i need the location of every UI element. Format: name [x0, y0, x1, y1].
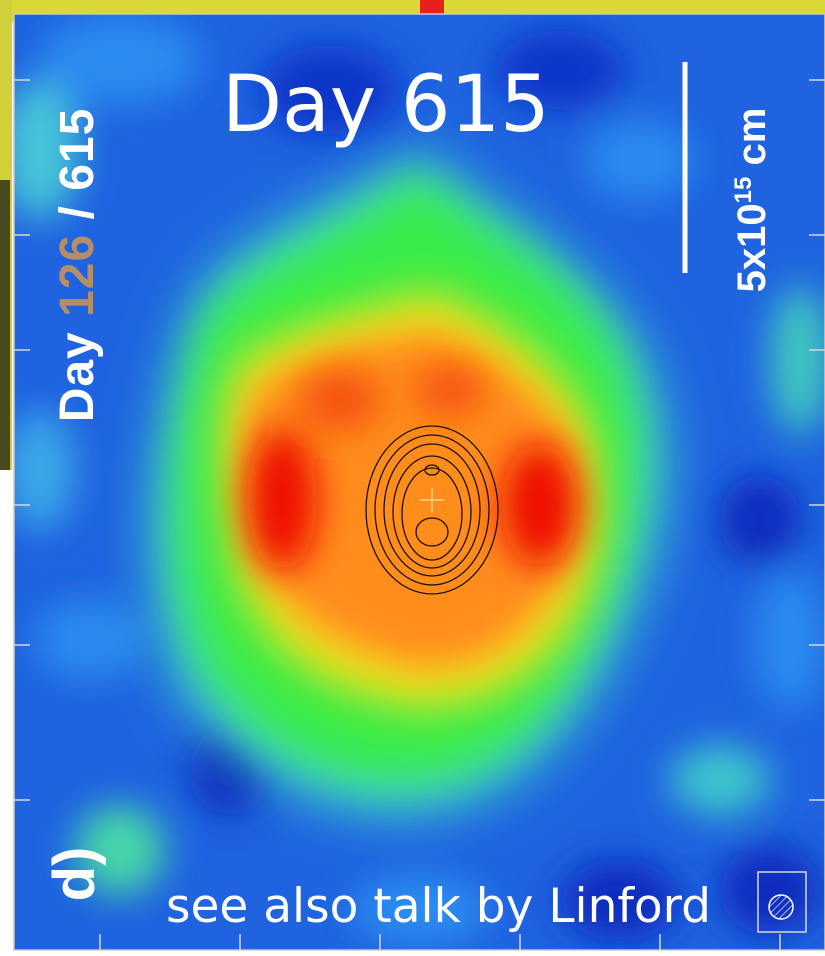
beam-icon — [757, 871, 807, 933]
map-frame — [13, 13, 825, 951]
scale-bar-label: 5x1015 cm — [722, 108, 774, 293]
contour-lines — [365, 425, 499, 595]
center-cross-icon — [420, 488, 444, 512]
scale-exponent: 15 — [730, 176, 757, 204]
day-prefix: Day — [51, 316, 104, 423]
emission-hotspots — [247, 365, 578, 572]
scale-base: 5x10 — [730, 203, 774, 293]
scale-unit: cm — [730, 107, 774, 177]
day-number-early: 126 — [51, 233, 104, 317]
slide-olive-left — [0, 180, 10, 470]
slide-title: Day 615 — [222, 60, 550, 150]
day-separator: / — [51, 190, 104, 234]
axis-ticks — [14, 79, 825, 950]
panel-day-label: Day 126 / 615 — [51, 107, 104, 423]
day-number-late: 615 — [51, 107, 104, 191]
caption: see also talk by Linford — [166, 879, 711, 934]
panel-letter: d) — [42, 846, 107, 902]
